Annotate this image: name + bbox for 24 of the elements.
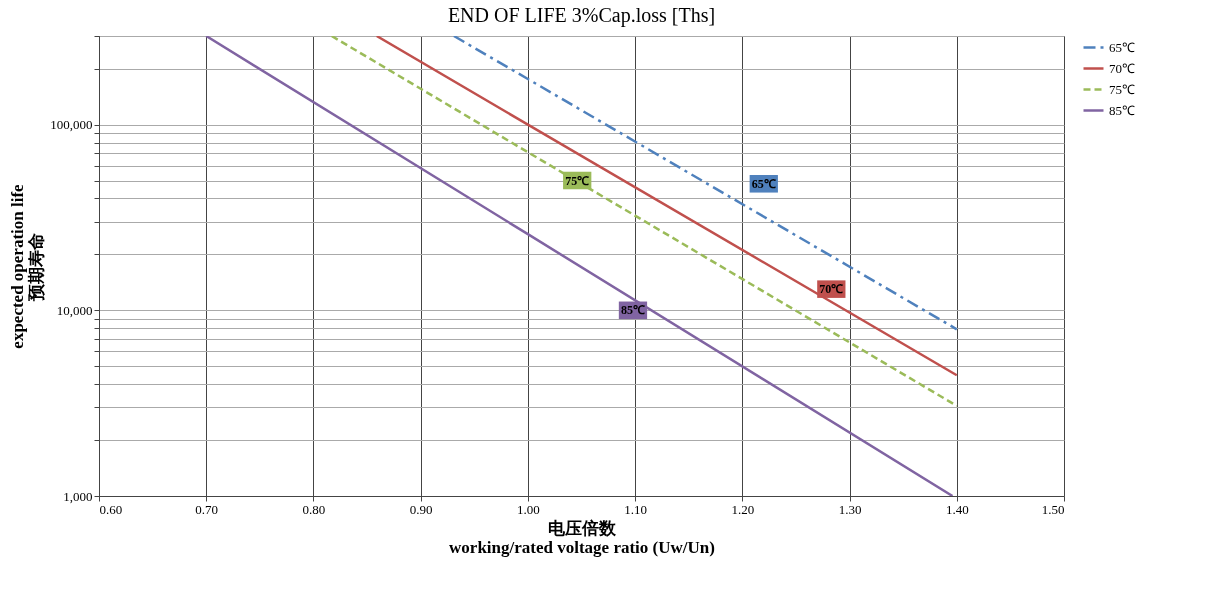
x-tick-label: 1.30 [838, 501, 862, 517]
legend-label: 70℃ [1109, 60, 1135, 76]
y-tick-label: 100,000 [50, 117, 93, 133]
x-tick-label: 1.20 [731, 501, 755, 517]
legend-label: 75℃ [1109, 81, 1135, 97]
x-tick-label: 1.40 [945, 501, 969, 517]
x-tick-label: 1.00 [517, 501, 540, 517]
x-axis-title: 电压倍数 working/rated voltage ratio (Uw/Un) [449, 518, 715, 557]
annotation: 70℃ [819, 282, 844, 297]
annotation: 85℃ [620, 303, 645, 318]
y-tick-label: 1,000 [63, 488, 93, 504]
chart-title: END OF LIFE 3%Cap.loss [Ths] [447, 4, 716, 27]
y-axis-title: expected operation life 预期寿命 [8, 183, 47, 349]
x-tick-label: 0.70 [195, 501, 219, 517]
annotation: 75℃ [565, 173, 590, 188]
x-tick-label: 1.10 [624, 501, 647, 517]
x-tick-label: 1.50 [1041, 501, 1065, 517]
y-tick-label: 10,000 [56, 302, 93, 318]
legend-label: 85℃ [1109, 102, 1135, 118]
x-tick-label: 0.90 [409, 501, 433, 517]
x-tick-label: 0.60 [99, 501, 123, 517]
legend-label: 65℃ [1109, 39, 1135, 55]
annotation: 65℃ [751, 176, 776, 191]
x-tick-label: 0.80 [302, 501, 326, 517]
